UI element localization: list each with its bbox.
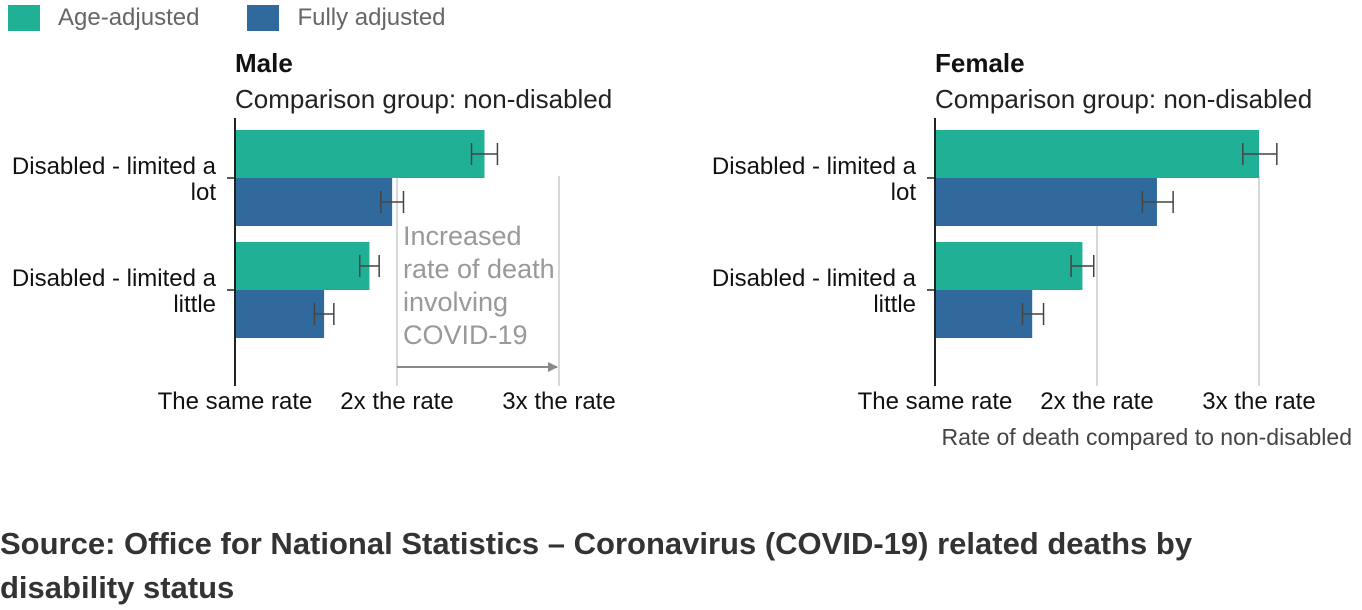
female-bar-cat0-fully-adjusted — [935, 178, 1157, 226]
legend-item-fully-adjusted: Fully adjusted — [247, 4, 446, 32]
legend-item-age-adjusted: Age-adjusted — [8, 4, 199, 32]
male-bar-cat1-age-adjusted — [235, 242, 370, 290]
female-panel-title: Female — [935, 48, 1025, 78]
male-category-label-0-line-1: lot — [191, 179, 217, 206]
female-xtick-label-0: The same rate — [858, 388, 1013, 415]
legend-label-fully-adjusted: Fully adjusted — [297, 4, 446, 31]
legend-swatch-age-adjusted — [8, 5, 40, 31]
chart-legend: Age-adjusted Fully adjusted — [8, 2, 494, 34]
female-category-label-0-line-1: lot — [891, 179, 917, 206]
male-annotation-line-3: COVID-19 — [403, 320, 528, 350]
male-xtick-label-0: The same rate — [158, 388, 313, 415]
male-bar-cat0-fully-adjusted — [235, 178, 393, 226]
legend-label-age-adjusted: Age-adjusted — [58, 4, 200, 31]
female-bar-cat0-age-adjusted — [935, 130, 1259, 178]
female-panel-subtitle: Comparison group: non-disabled — [935, 84, 1312, 114]
female-x-axis-title: Rate of death compared to non-disabled — [942, 424, 1352, 450]
male-bar-cat0-age-adjusted — [235, 130, 485, 178]
male-category-label-0-line-0: Disabled - limited a — [12, 153, 217, 180]
female-bar-cat1-fully-adjusted — [935, 290, 1033, 338]
male-annotation-line-2: involving — [403, 287, 508, 317]
male-annotation-line-0: Increased — [403, 221, 522, 251]
female-xtick-label-2: 3x the rate — [1202, 388, 1315, 415]
male-xtick-label-2: 3x the rate — [502, 388, 615, 415]
female-category-label-0-line-0: Disabled - limited a — [712, 153, 917, 180]
male-annotation-line-1: rate of death — [403, 254, 555, 284]
male-xtick-label-1: 2x the rate — [340, 388, 453, 415]
male-category-label-1-line-1: little — [173, 291, 216, 318]
male-bar-cat1-fully-adjusted — [235, 290, 325, 338]
male-category-label-1-line-0: Disabled - limited a — [12, 265, 217, 292]
male-panel-title: Male — [235, 48, 293, 78]
female-bar-cat1-age-adjusted — [935, 242, 1083, 290]
male-panel-subtitle: Comparison group: non-disabled — [235, 84, 612, 114]
legend-swatch-fully-adjusted — [247, 5, 280, 31]
female-xtick-label-1: 2x the rate — [1040, 388, 1153, 415]
female-category-label-1-line-0: Disabled - limited a — [712, 265, 917, 292]
female-category-label-1-line-1: little — [873, 291, 916, 318]
chart-canvas: Male Comparison group: non-disabled Increa… — [12, 48, 1352, 450]
source-note: Source: Office for National Statistics –… — [0, 526, 1193, 605]
